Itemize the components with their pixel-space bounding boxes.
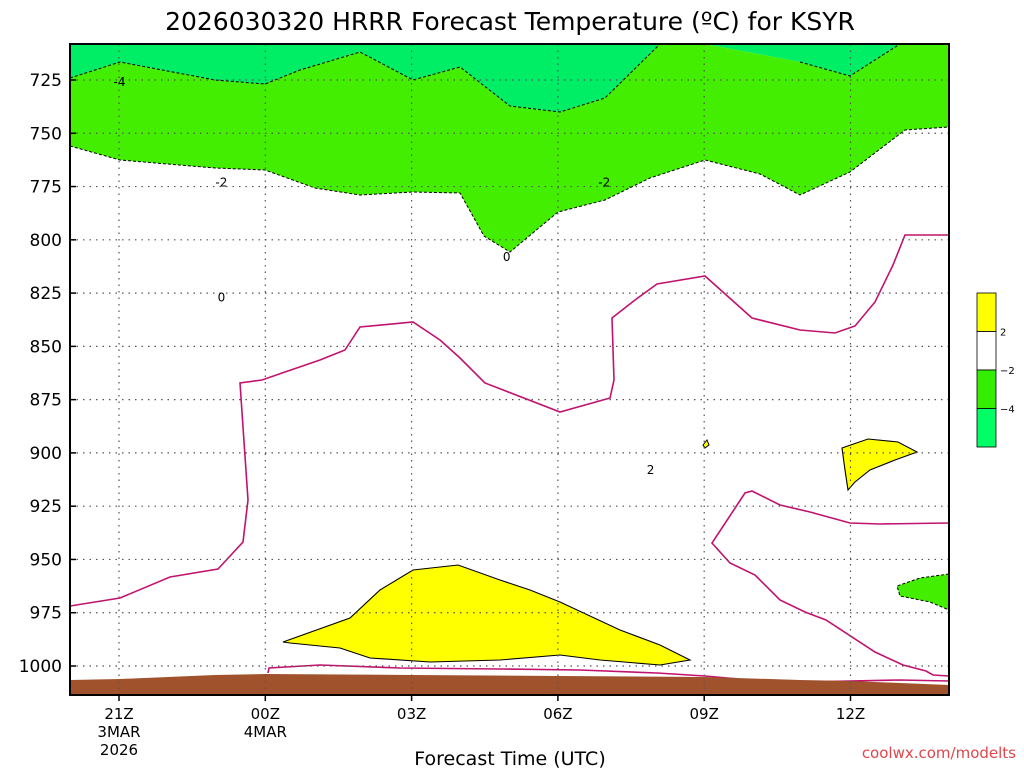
contour-label: 0 [503,250,511,264]
y-tick-label: 925 [30,497,62,517]
credit-text: coolwx.com/modelts [862,744,1016,762]
legend-swatch [976,331,997,371]
region-cold-blob [896,573,949,611]
y-tick-label: 950 [30,550,62,570]
y-axis: 725 750 775 800 825 850 875 900 925 950 975 1000 [19,71,76,677]
contour-zero-main [70,234,949,607]
y-tick-label: 975 [30,604,62,624]
legend-swatch [976,292,997,332]
plot-frame [69,43,950,696]
region-minus4-to-minus2 [70,44,949,252]
contour-zero-lower-right [710,490,949,677]
x-axis-title: Forecast Time (UTC) [414,748,605,768]
chart-title: 2026030320 HRRR Forecast Temperature (ºC… [165,7,855,36]
x-tick-label: 03Z [397,705,426,723]
x-tick-label: 06Z [543,705,572,723]
contour-label: -4 [114,75,126,89]
y-tick-label: 775 [30,178,62,198]
legend-swatch [976,369,997,409]
ground [70,674,949,695]
x-tick-label: 00Z [251,705,280,723]
y-tick-label: 825 [30,284,62,304]
plot-area: -4 -2 -2 0 0 2 [70,44,949,695]
contour-label: -2 [598,175,610,189]
contour-label: 2 [647,463,655,477]
x-tick-sublabel-year: 2026 [100,741,138,759]
legend: 2 −2 −4 [976,292,1015,448]
contour-label: 0 [218,290,226,304]
legend-label: −2 [1000,366,1015,377]
x-tick-sublabel: 3MAR [97,723,140,741]
contour-label: -2 [215,175,227,189]
x-tick-label: 12Z [836,705,865,723]
region-below-minus4 [70,44,949,112]
y-tick-label: 900 [30,444,62,464]
y-tick-label: 1000 [19,657,62,677]
y-tick-label: 875 [30,391,62,411]
region-warm-lower [282,564,692,666]
contour-minus2 [70,126,949,253]
legend-label: −4 [1000,405,1015,416]
x-tick-label: 21Z [104,705,133,723]
y-tick-label: 800 [30,231,62,251]
x-tick-label: 09Z [690,705,719,723]
legend-label: 2 [1000,328,1006,339]
contour-minus4 [70,44,901,113]
gridlines [70,44,949,695]
legend-swatch [976,408,997,448]
contour-labels: -4 -2 -2 0 0 2 [114,75,655,477]
y-tick-label: 850 [30,337,62,357]
y-tick-label: 750 [30,124,62,144]
region-warm-right [841,438,919,492]
y-tick-label: 725 [30,71,62,91]
x-tick-sublabel: 4MAR [244,723,287,741]
